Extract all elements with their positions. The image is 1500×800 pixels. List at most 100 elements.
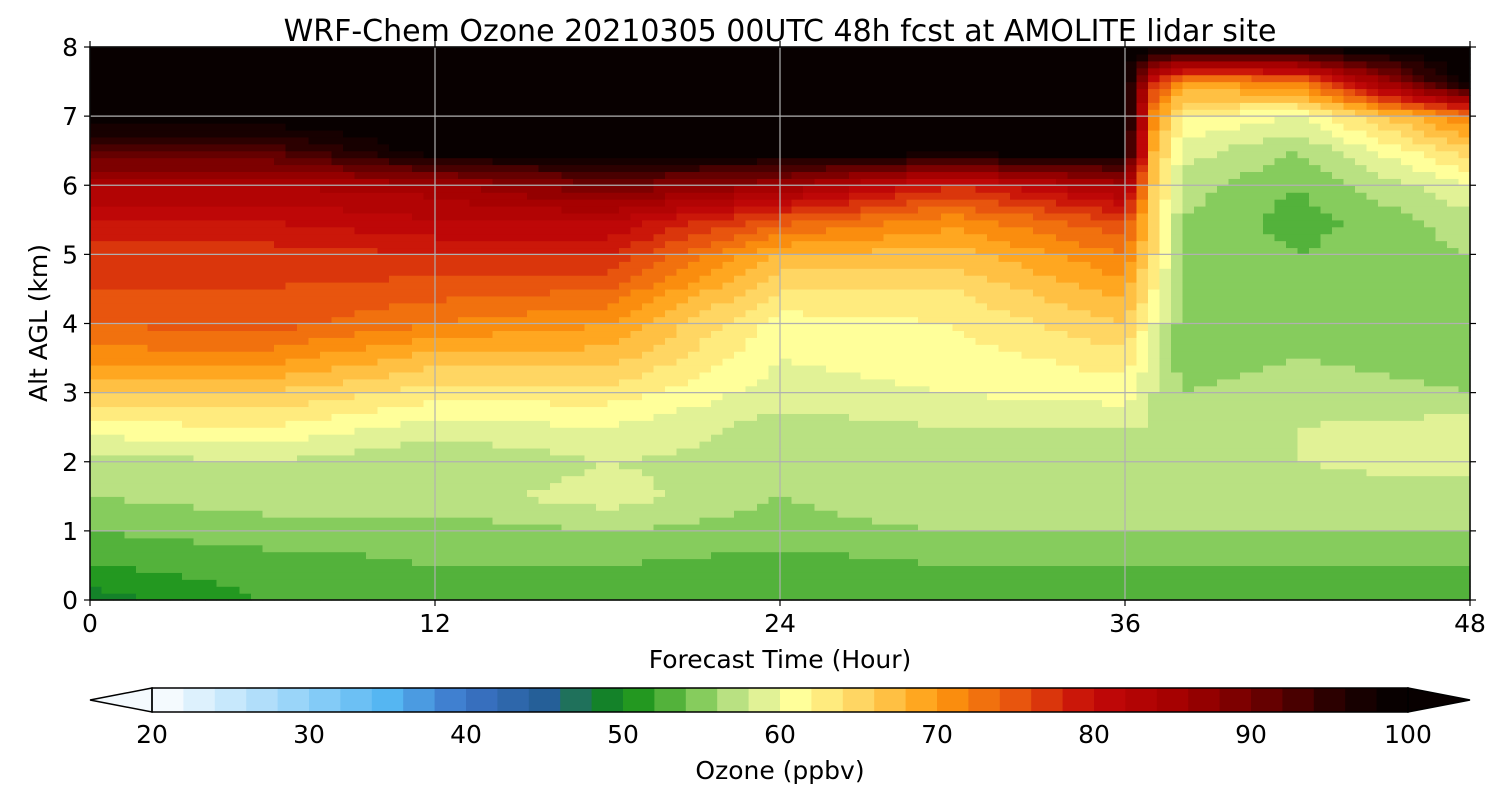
heatmap-cell — [757, 129, 770, 138]
heatmap-cell — [170, 441, 183, 449]
heatmap-cell — [550, 364, 563, 373]
heatmap-cell — [228, 323, 241, 332]
heatmap-cell — [412, 330, 425, 338]
heatmap-cell — [676, 427, 689, 435]
heatmap-cell — [193, 95, 206, 103]
heatmap-cell — [791, 47, 804, 55]
heatmap-cell — [251, 371, 264, 380]
heatmap-cell — [251, 510, 264, 518]
heatmap-cell — [573, 219, 586, 228]
heatmap-cell — [446, 330, 459, 338]
heatmap-cell — [768, 295, 781, 304]
heatmap-cell — [458, 454, 471, 463]
heatmap-cell — [331, 81, 344, 90]
heatmap-cell — [331, 406, 344, 414]
heatmap-cell — [412, 523, 425, 532]
heatmap-cell — [607, 344, 620, 352]
heatmap-cell — [170, 275, 183, 283]
heatmap-cell — [354, 510, 367, 518]
heatmap-cell — [182, 330, 195, 338]
heatmap-cell — [412, 344, 425, 352]
heatmap-cell — [354, 205, 367, 214]
heatmap-cell — [492, 129, 505, 138]
heatmap-cell — [320, 185, 333, 193]
heatmap-cell — [193, 261, 206, 269]
heatmap-cell — [653, 282, 666, 290]
heatmap-cell — [561, 219, 574, 228]
heatmap-cell — [113, 330, 126, 338]
heatmap-cell — [308, 95, 321, 103]
heatmap-cell — [147, 74, 160, 83]
heatmap-cell — [90, 344, 103, 352]
heatmap-cell — [113, 323, 126, 332]
heatmap-cell — [159, 586, 172, 594]
heatmap-cell — [285, 288, 298, 297]
heatmap-cell — [584, 164, 597, 173]
heatmap-cell — [205, 593, 218, 601]
heatmap-cell — [446, 199, 459, 207]
heatmap-cell — [377, 523, 390, 532]
heatmap-cell — [90, 109, 103, 117]
heatmap-cell — [136, 351, 149, 359]
heatmap-cell — [101, 309, 114, 318]
heatmap-cell — [469, 185, 482, 193]
heatmap-cell — [354, 178, 367, 186]
heatmap-cell — [791, 102, 804, 110]
heatmap-cell — [101, 109, 114, 117]
heatmap-cell — [561, 136, 574, 145]
heatmap-cell — [630, 510, 643, 518]
heatmap-cell — [734, 475, 747, 484]
heatmap-cell — [722, 447, 735, 456]
heatmap-cell — [550, 517, 563, 525]
heatmap-cell — [400, 288, 413, 297]
heatmap-cell — [366, 233, 379, 242]
heatmap-cell — [320, 171, 333, 179]
heatmap-cell — [734, 233, 747, 242]
heatmap-cell — [182, 565, 195, 573]
heatmap-cell — [251, 150, 264, 159]
heatmap-cell — [757, 344, 770, 352]
heatmap-cell — [239, 74, 252, 83]
heatmap-cell — [584, 392, 597, 401]
heatmap-cell — [389, 109, 402, 117]
heatmap-cell — [469, 454, 482, 463]
heatmap-cell — [504, 74, 517, 83]
heatmap-cell — [400, 47, 413, 55]
heatmap-cell — [665, 192, 678, 200]
heatmap-cell — [722, 413, 735, 421]
heatmap-cell — [147, 109, 160, 117]
heatmap-cell — [320, 392, 333, 401]
heatmap-cell — [711, 371, 724, 380]
heatmap-cell — [791, 136, 804, 145]
heatmap-cell — [216, 192, 229, 200]
heatmap-cell — [481, 295, 494, 304]
heatmap-cell — [803, 475, 816, 484]
heatmap-cell — [205, 205, 218, 214]
heatmap-cell — [504, 475, 517, 484]
heatmap-cell — [561, 129, 574, 138]
heatmap-cell — [768, 109, 781, 117]
heatmap-cell — [573, 330, 586, 338]
heatmap-cell — [630, 358, 643, 366]
heatmap-cell — [320, 275, 333, 283]
heatmap-cell — [458, 247, 471, 255]
heatmap-cell — [573, 323, 586, 332]
heatmap-cell — [308, 226, 321, 235]
heatmap-cell — [205, 572, 218, 580]
heatmap-cell — [745, 344, 758, 352]
heatmap-cell — [607, 247, 620, 255]
heatmap-cell — [170, 447, 183, 456]
heatmap-cell — [343, 275, 356, 283]
heatmap-cell — [377, 475, 390, 484]
heatmap-cell — [228, 399, 241, 408]
heatmap-cell — [711, 503, 724, 511]
heatmap-cell — [780, 551, 793, 560]
heatmap-cell — [193, 510, 206, 518]
heatmap-cell — [780, 358, 793, 366]
heatmap-cell — [492, 344, 505, 352]
heatmap-cell — [136, 468, 149, 477]
heatmap-cell — [665, 475, 678, 484]
heatmap-cell — [412, 427, 425, 435]
heatmap-cell — [734, 185, 747, 193]
heatmap-cell — [688, 434, 701, 442]
